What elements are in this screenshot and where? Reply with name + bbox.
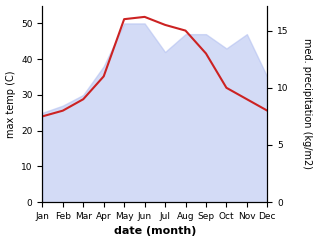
Y-axis label: med. precipitation (kg/m2): med. precipitation (kg/m2)	[302, 38, 313, 169]
Y-axis label: max temp (C): max temp (C)	[5, 70, 16, 138]
X-axis label: date (month): date (month)	[114, 227, 196, 236]
